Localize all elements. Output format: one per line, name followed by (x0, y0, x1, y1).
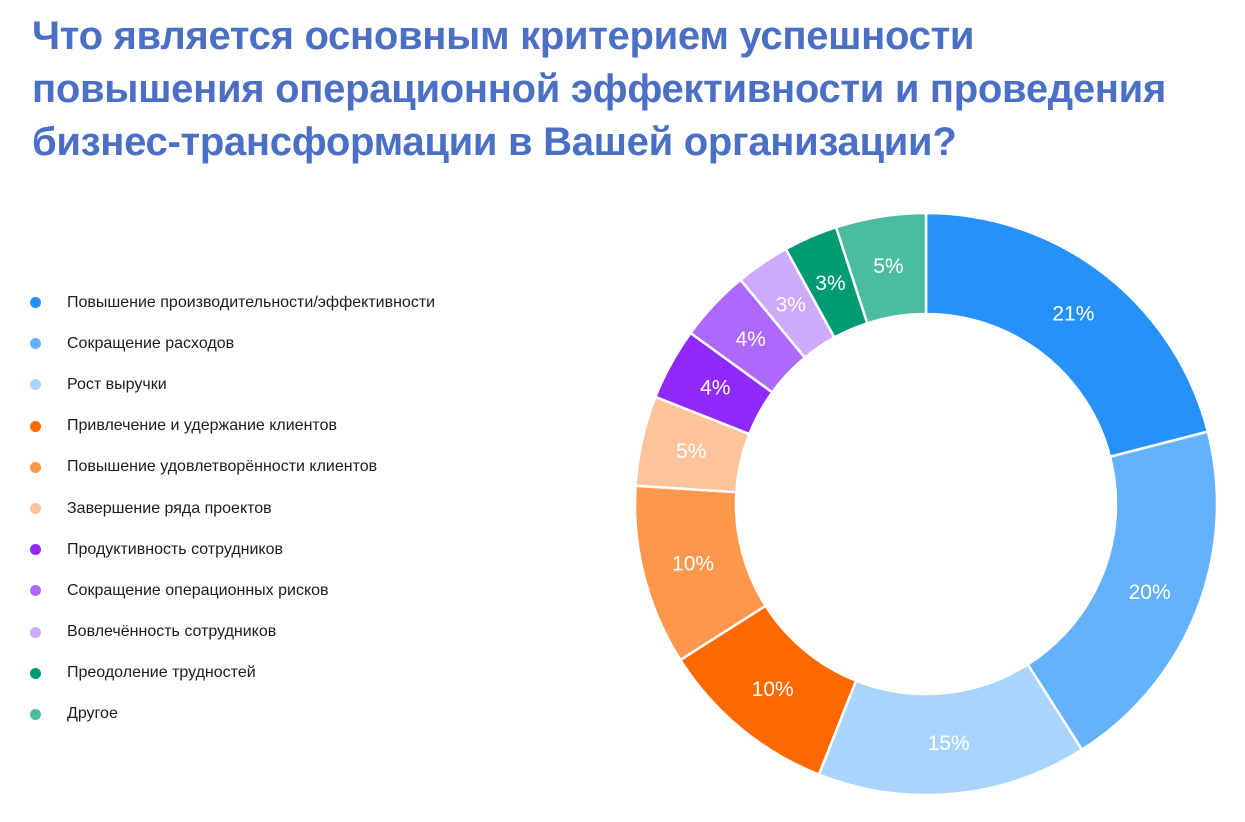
legend-item: Вовлечённость сотрудников (30, 612, 435, 653)
legend-swatch (30, 338, 41, 350)
legend-swatch (30, 667, 41, 679)
slice-value-label: 3% (776, 294, 806, 317)
slice-value-label: 15% (928, 732, 970, 755)
legend-label: Повышение удовлетворённости клиентов (67, 458, 378, 476)
slice-value-label: 3% (815, 272, 845, 295)
legend-item: Сокращение операционных рисков (30, 570, 435, 611)
slice-value-label: 20% (1129, 581, 1171, 604)
legend: Повышение производительности/эффективнос… (30, 282, 435, 735)
legend-item: Завершение ряда проектов (30, 488, 435, 529)
legend-label: Сокращение операционных рисков (67, 581, 329, 599)
legend-item: Повышение производительности/эффективнос… (30, 282, 435, 323)
pie-slice (1026, 430, 1219, 751)
legend-label: Рост выручки (67, 375, 167, 393)
legend-swatch (30, 461, 41, 473)
legend-swatch (30, 420, 41, 432)
legend-item: Сокращение расходов (30, 323, 435, 364)
legend-item: Рост выручки (30, 364, 435, 405)
legend-label: Сокращение расходов (67, 334, 235, 352)
pie-slice (834, 211, 928, 325)
legend-label: Другое (67, 705, 118, 723)
slice-value-label: 4% (700, 377, 730, 400)
slice-value-label: 10% (672, 552, 714, 575)
legend-label: Продуктивность сотрудников (67, 540, 283, 558)
legend-item: Повышение удовлетворённости клиентов (30, 447, 435, 488)
legend-label: Преодоление трудностей (67, 664, 256, 682)
legend-item: Продуктивность сотрудников (30, 529, 435, 570)
slice-value-label: 21% (1052, 302, 1094, 325)
legend-swatch (30, 503, 41, 515)
legend-item: Привлечение и удержание клиентов (30, 406, 435, 447)
legend-swatch (30, 708, 41, 720)
legend-label: Привлечение и удержание клиентов (67, 417, 337, 435)
legend-label: Завершение ряда проектов (67, 499, 272, 517)
slice-value-label: 4% (736, 328, 766, 351)
legend-label: Вовлечённость сотрудников (67, 623, 277, 641)
slice-value-label: 5% (676, 440, 706, 463)
chart-title: Что является основным критерием успешнос… (32, 14, 1166, 164)
pie-slice (924, 211, 1210, 458)
legend-swatch (30, 297, 41, 309)
legend-swatch (30, 585, 41, 597)
legend-swatch (30, 544, 41, 556)
legend-swatch (30, 379, 41, 391)
slice-value-label: 10% (752, 678, 794, 701)
legend-item: Преодоление трудностей (30, 653, 435, 694)
legend-item: Другое (30, 694, 435, 735)
legend-swatch (30, 626, 41, 638)
slice-value-label: 5% (873, 255, 903, 278)
legend-label: Повышение производительности/эффективнос… (67, 293, 436, 311)
